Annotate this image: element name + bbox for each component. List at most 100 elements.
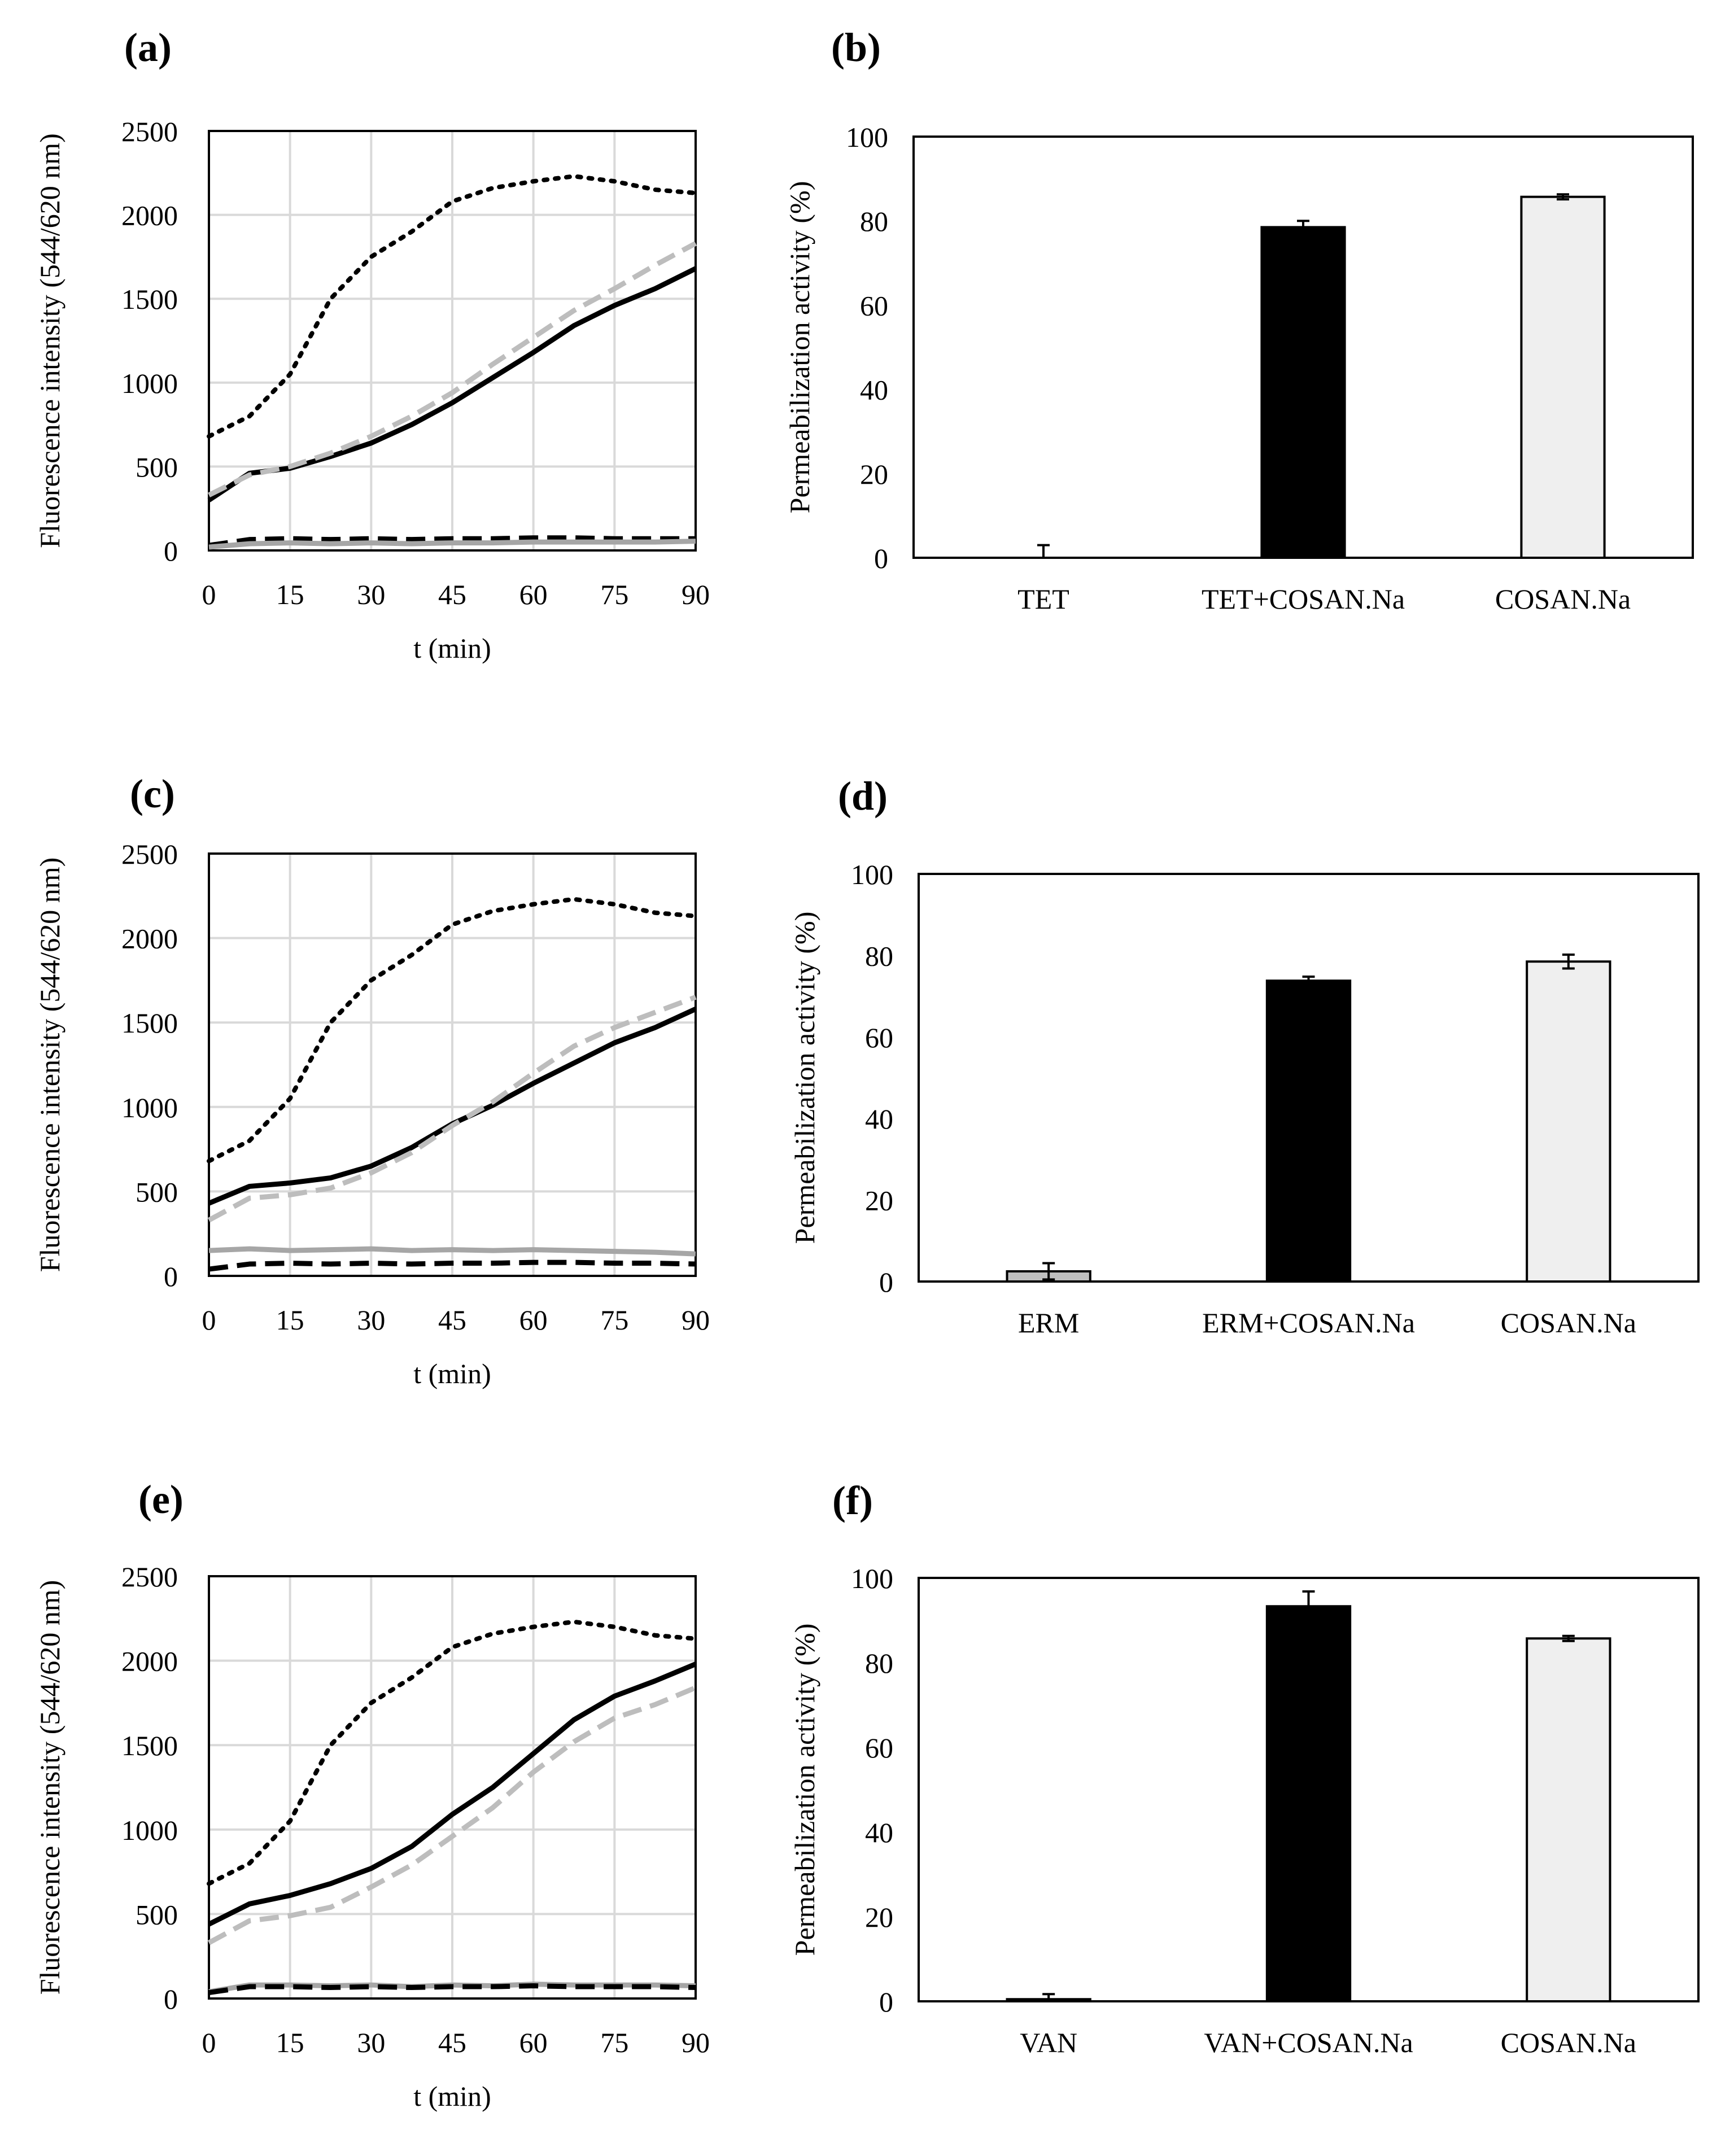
y-tick-label: 0 <box>164 1983 178 2015</box>
series-line-dotted-black <box>207 1619 698 1886</box>
chart-panel-3: (d) ERM ERM+COSAN.Na COSAN.Na 0 20 40 60 80 100 Pe… <box>789 773 1700 1339</box>
x-tick-label: 45 <box>438 579 466 610</box>
x-axis-title: t (min) <box>413 632 491 664</box>
y-tick-label: 2000 <box>121 1646 178 1677</box>
chart-panel-2: (c) 0 15 30 45 60 75 90 0 500 1000 1500 2000 2500 t (m… <box>34 771 710 1389</box>
y-tick-label: 40 <box>860 374 888 406</box>
y-tick-label: 20 <box>860 458 888 490</box>
x-tick-label: 30 <box>357 2027 385 2058</box>
y-tick-label: 500 <box>136 451 178 483</box>
category-label: VAN <box>1020 2027 1077 2058</box>
series-line-dashed-grey <box>207 1685 697 1945</box>
chart-panel-1: (b) TET TET+COSAN.Na COSAN.Na 0 20 40 60 80 100 Pe… <box>784 25 1694 615</box>
y-tick-label: 1000 <box>121 1814 178 1846</box>
x-tick-label: 0 <box>202 579 216 610</box>
series-line-dashed-grey <box>207 241 697 497</box>
y-tick-label: 60 <box>865 1022 893 1053</box>
x-tick-label: 15 <box>276 1304 304 1336</box>
bar <box>1520 195 1606 559</box>
y-tick-label: 80 <box>860 205 888 237</box>
x-tick-label: 90 <box>682 1304 710 1336</box>
x-tick-label: 60 <box>519 1304 548 1336</box>
y-tick-label: 2500 <box>121 116 178 147</box>
plot-frame <box>208 852 697 1277</box>
y-tick-label: 40 <box>865 1103 893 1135</box>
x-tick-label: 75 <box>600 1304 628 1336</box>
y-tick-label: 20 <box>865 1901 893 1933</box>
y-tick-label: 100 <box>846 121 888 153</box>
y-tick-label: 0 <box>164 1261 178 1292</box>
chart-panel-5: (f) VAN VAN+COSAN.Na COSAN.Na 0 20 40 60 80 100 Pe… <box>789 1478 1700 2058</box>
bar <box>1265 979 1352 1283</box>
y-tick-label: 2000 <box>121 923 178 955</box>
y-tick-label: 1500 <box>121 1007 178 1039</box>
y-tick-label: 60 <box>860 290 888 321</box>
y-tick-label: 0 <box>164 535 178 567</box>
series-line-dashed-black <box>208 1983 696 1995</box>
x-tick-label: 60 <box>519 2027 548 2058</box>
y-tick-label: 2500 <box>121 838 178 870</box>
panel-label: (c) <box>130 771 175 816</box>
panel-label: (b) <box>831 25 881 70</box>
y-tick-label: 2000 <box>121 200 178 231</box>
x-tick-label: 60 <box>519 579 548 610</box>
y-axis-title: Fluorescence intensity (544/620 nm) <box>34 858 65 1272</box>
category-label: COSAN.Na <box>1495 583 1631 615</box>
category-label: TET <box>1017 583 1069 615</box>
x-tick-label: 90 <box>682 2027 710 2058</box>
y-tick-label: 1000 <box>121 368 178 399</box>
y-tick-label: 500 <box>136 1899 178 1930</box>
x-tick-label: 90 <box>682 579 710 610</box>
y-tick-label: 1000 <box>121 1092 178 1123</box>
x-tick-label: 30 <box>357 1304 385 1336</box>
series-line-dotted-black <box>207 174 698 439</box>
panel-label: (a) <box>124 25 172 70</box>
y-axis-title: Fluorescence intensity (544/620 nm) <box>34 133 65 548</box>
x-tick-label: 30 <box>357 579 385 610</box>
series-line-dashed-grey <box>207 995 697 1223</box>
x-axis-title: t (min) <box>413 1358 491 1389</box>
y-tick-label: 20 <box>865 1185 893 1217</box>
bar <box>1526 960 1611 1283</box>
panel-label: (e) <box>138 1477 184 1522</box>
series-line-solid-black <box>207 1661 697 1927</box>
y-axis-title: Permeabilization activity (%) <box>789 912 820 1244</box>
series-line-dashed-black <box>208 535 696 548</box>
series-line-solid-grey <box>208 539 696 550</box>
plot-frame <box>208 1575 697 2000</box>
y-tick-label: 2500 <box>121 1561 178 1593</box>
x-tick-label: 45 <box>438 2027 466 2058</box>
bar <box>1265 1605 1352 2002</box>
category-label: TET+COSAN.Na <box>1202 583 1405 615</box>
category-label: ERM <box>1018 1307 1079 1339</box>
y-axis-title: Permeabilization activity (%) <box>784 181 815 514</box>
bar <box>1260 226 1346 559</box>
x-tick-label: 15 <box>276 2027 304 2058</box>
chart-panel-0: (a) 0 15 30 45 60 75 90 0 500 1000 1500 2000 2500 t (m… <box>34 25 710 664</box>
y-tick-label: 80 <box>865 1647 893 1679</box>
y-tick-label: 100 <box>851 1563 893 1594</box>
y-tick-label: 0 <box>874 543 888 574</box>
y-tick-label: 0 <box>879 1266 893 1298</box>
category-label: COSAN.Na <box>1501 1307 1636 1339</box>
series-line-solid-grey <box>208 1246 696 1257</box>
series-line-dotted-black <box>207 896 698 1164</box>
x-tick-label: 75 <box>600 579 628 610</box>
plot-frame <box>208 130 697 552</box>
y-tick-label: 80 <box>865 940 893 972</box>
x-tick-label: 45 <box>438 1304 466 1336</box>
y-axis-title: Permeabilization activity (%) <box>789 1624 820 1956</box>
y-tick-label: 500 <box>136 1176 178 1208</box>
y-tick-label: 1500 <box>121 283 178 315</box>
series-line-dashed-black <box>208 1260 696 1272</box>
y-axis-title: Fluorescence intensity (544/620 nm) <box>34 1580 65 1995</box>
y-tick-label: 100 <box>851 859 893 890</box>
category-label: VAN+COSAN.Na <box>1204 2027 1413 2058</box>
y-tick-label: 40 <box>865 1817 893 1848</box>
y-tick-label: 60 <box>865 1732 893 1764</box>
bar <box>1526 1637 1611 2002</box>
x-tick-label: 15 <box>276 579 304 610</box>
category-label: COSAN.Na <box>1501 2027 1636 2058</box>
x-tick-label: 0 <box>202 1304 216 1336</box>
